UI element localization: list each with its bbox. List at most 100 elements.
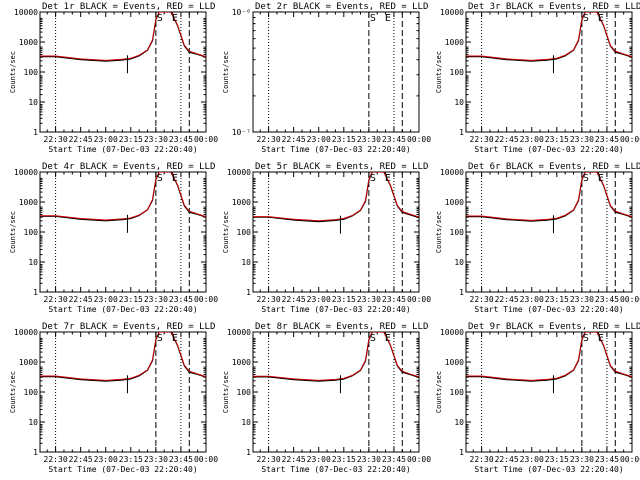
x-tick-label: 23:15 (119, 135, 143, 144)
y-axis-label: Counts/sec (9, 371, 17, 413)
x-tick-label: 00:00 (194, 295, 218, 304)
x-tick-label: 22:45 (69, 135, 93, 144)
x-tick-label: 23:15 (332, 455, 356, 464)
marker-e: E (172, 13, 178, 24)
y-tick-label: 10000 (440, 168, 464, 177)
panel-det-9: Det 9r BLACK = Events, RED = LLD 1 10 100 10… (435, 322, 640, 474)
marker-e: E (598, 13, 604, 24)
marker-e: E (385, 333, 391, 344)
x-tick-label: 23:15 (332, 295, 356, 304)
x-tick-label: 00:00 (620, 135, 640, 144)
marker-e: E (598, 173, 604, 184)
x-axis-label: Start Time (07-Dec-03 22:20:40) (474, 305, 623, 314)
x-tick-label: 23:45 (382, 295, 406, 304)
y-axis-label: Counts/sec (435, 211, 443, 253)
y-tick-label: 10 (241, 418, 251, 427)
x-tick-label: 23:00 (307, 295, 331, 304)
y-tick-label: 1000 (19, 38, 38, 47)
x-tick-label: 00:00 (407, 455, 431, 464)
x-tick-label: 23:45 (595, 455, 619, 464)
x-tick-label: 22:30 (257, 455, 281, 464)
marker-s: S (157, 173, 163, 184)
y-tick-label: 1 (33, 448, 38, 457)
x-tick-label: 23:45 (382, 455, 406, 464)
x-tick-label: 23:00 (94, 135, 118, 144)
x-tick-label: 22:30 (257, 295, 281, 304)
x-axis-label: Start Time (07-Dec-03 22:20:40) (474, 145, 623, 154)
panel-title: Det 9r BLACK = Events, RED = LLD (468, 322, 640, 332)
marker-s: S (370, 13, 376, 24)
panel-det-2: Det 2r BLACK = Events, RED = LLD 10⁻⁷ 10⁻⁶… (222, 2, 431, 154)
y-axis-label: Counts/sec (435, 371, 443, 413)
x-tick-label: 23:30 (144, 135, 168, 144)
y-tick-label: 10000 (14, 8, 38, 17)
x-tick-label: 23:30 (144, 455, 168, 464)
y-tick-label: 10000 (227, 328, 251, 337)
x-tick-label: 23:00 (307, 135, 331, 144)
x-tick-label: 23:00 (520, 135, 544, 144)
y-tick-label: 1 (459, 288, 464, 297)
marker-e: E (172, 173, 178, 184)
x-axis-label: Start Time (07-Dec-03 22:20:40) (48, 465, 197, 474)
x-tick-label: 23:30 (570, 295, 594, 304)
x-tick-label: 23:30 (357, 295, 381, 304)
x-tick-label: 22:45 (69, 295, 93, 304)
y-tick-label: 10 (454, 418, 464, 427)
panel-title: Det 4r BLACK = Events, RED = LLD (42, 162, 215, 172)
y-tick-label: 1000 (445, 38, 464, 47)
y-tick-label: 10000 (14, 168, 38, 177)
marker-s: S (583, 333, 589, 344)
y-tick-label: 1000 (19, 198, 38, 207)
y-tick-label: 1 (246, 448, 251, 457)
lld-series-line (40, 172, 206, 221)
x-tick-label: 22:45 (282, 135, 306, 144)
x-axis-label: Start Time (07-Dec-03 22:20:40) (261, 305, 410, 314)
marker-s: S (370, 173, 376, 184)
x-tick-label: 23:45 (169, 455, 193, 464)
marker-s: S (370, 333, 376, 344)
y-tick-label: 10 (28, 98, 38, 107)
y-tick-label: 100 (24, 388, 39, 397)
x-tick-label: 23:15 (119, 295, 143, 304)
panel-title: Det 2r BLACK = Events, RED = LLD (255, 2, 428, 12)
y-tick-label: 100 (237, 388, 252, 397)
y-tick-label: 10⁻⁷ (232, 128, 251, 137)
y-tick-label: 10000 (440, 328, 464, 337)
marker-s: S (583, 13, 589, 24)
axes-frame (252, 11, 420, 133)
x-tick-label: 23:00 (307, 455, 331, 464)
x-tick-label: 22:30 (470, 295, 494, 304)
panel-det-4: Det 4r BLACK = Events, RED = LLD 1 10 100 10… (9, 162, 218, 314)
x-tick-label: 23:15 (545, 295, 569, 304)
panel-title: Det 6r BLACK = Events, RED = LLD (468, 162, 640, 172)
y-tick-label: 10000 (440, 8, 464, 17)
panel-title: Det 8r BLACK = Events, RED = LLD (255, 322, 428, 332)
y-axis-label: Counts/sec (222, 211, 230, 253)
marker-e: E (385, 13, 391, 24)
x-tick-label: 22:30 (470, 135, 494, 144)
lld-series-line (40, 332, 206, 381)
x-tick-label: 00:00 (407, 135, 431, 144)
marker-s: S (583, 173, 589, 184)
panel-det-6: Det 6r BLACK = Events, RED = LLD 1 10 100 10… (435, 162, 640, 314)
lld-series-line (253, 332, 419, 381)
y-tick-label: 1000 (445, 358, 464, 367)
y-tick-label: 10 (454, 98, 464, 107)
x-tick-label: 23:45 (595, 295, 619, 304)
x-tick-label: 23:15 (119, 455, 143, 464)
x-tick-label: 22:45 (495, 295, 519, 304)
x-tick-label: 23:45 (595, 135, 619, 144)
marker-e: E (172, 333, 178, 344)
x-tick-label: 23:00 (94, 455, 118, 464)
y-tick-label: 100 (24, 68, 39, 77)
x-tick-label: 23:00 (520, 455, 544, 464)
y-tick-label: 10000 (227, 168, 251, 177)
lld-series-line (466, 332, 632, 381)
x-tick-label: 00:00 (194, 455, 218, 464)
x-tick-label: 22:30 (44, 135, 68, 144)
x-tick-label: 22:30 (44, 455, 68, 464)
y-axis-label: Counts/sec (435, 51, 443, 93)
x-tick-label: 23:30 (144, 295, 168, 304)
x-tick-label: 23:45 (382, 135, 406, 144)
